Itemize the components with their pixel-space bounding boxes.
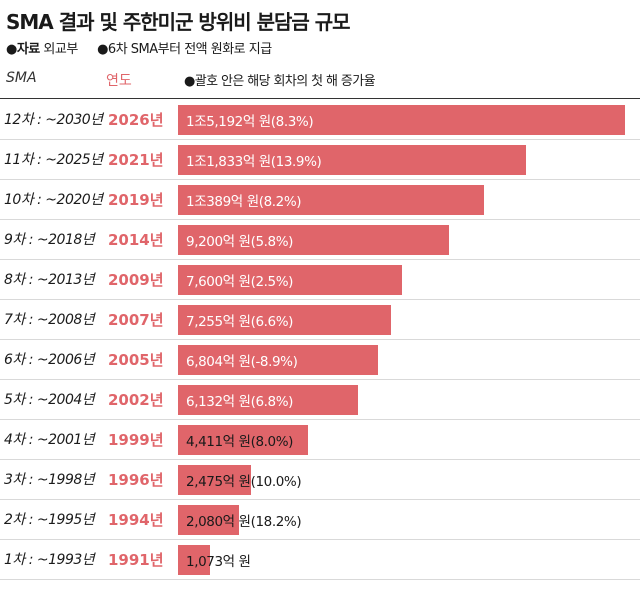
year-label: 1996년	[108, 471, 164, 489]
table-row: 10차 : ~2020년 2019년 1조389억 원(8.2%)	[0, 180, 640, 220]
table-row: 3차 : ~1998년 1996년 2,475억 원(10.0%)	[0, 460, 640, 500]
row-divider	[0, 379, 640, 380]
row-divider	[0, 579, 640, 580]
year-label: 2007년	[108, 311, 164, 329]
bar	[178, 265, 402, 295]
table-row: 6차 : ~2006년 2005년 6,804억 원(-8.9%)	[0, 340, 640, 380]
row-divider	[0, 339, 640, 340]
sma-round-label: 6차 : ~2006년	[4, 352, 95, 368]
row-divider	[0, 139, 640, 140]
sma-round-label: 11차 : ~2025년	[4, 152, 103, 168]
year-label: 2002년	[108, 391, 164, 409]
header-divider	[0, 98, 640, 99]
bar	[178, 145, 526, 175]
bar	[178, 185, 484, 215]
row-divider	[0, 259, 640, 260]
source-label: ●자료	[6, 42, 40, 57]
table-row: 12차 : ~2030년 2026년 1조5,192억 원(8.3%)	[0, 100, 640, 140]
source-value: 외교부	[43, 42, 78, 57]
header-note: ●괄호 안은 해당 회차의 첫 해 증가율	[184, 74, 376, 89]
bar-value-label: 6,804억 원(-8.9%)	[186, 354, 298, 370]
page-title: SMA 결과 및 주한미군 방위비 분담금 규모	[6, 10, 351, 34]
year-label: 1994년	[108, 511, 164, 529]
bar-value-label: 2,080억 원(18.2%)	[186, 514, 302, 530]
row-divider	[0, 539, 640, 540]
table-row: 5차 : ~2004년 2002년 6,132억 원(6.8%)	[0, 380, 640, 420]
row-divider	[0, 179, 640, 180]
sma-round-label: 8차 : ~2013년	[4, 272, 95, 288]
year-label: 1991년	[108, 551, 164, 569]
bar	[178, 105, 625, 135]
row-divider	[0, 299, 640, 300]
year-label: 1999년	[108, 431, 164, 449]
sma-round-label: 3차 : ~1998년	[4, 472, 95, 488]
year-label: 2009년	[108, 271, 164, 289]
table-row: 7차 : ~2008년 2007년 7,255억 원(6.6%)	[0, 300, 640, 340]
row-divider	[0, 419, 640, 420]
subtitle: ●자료 외교부 ●6차 SMA부터 전액 원화로 지급	[6, 38, 272, 57]
table-header: SMA 연도 ●괄호 안은 해당 회차의 첫 해 증가율	[0, 70, 640, 92]
bar-value-label: 2,475억 원(10.0%)	[186, 474, 302, 490]
sma-round-label: 1차 : ~1993년	[4, 552, 95, 568]
year-label: 2014년	[108, 231, 164, 249]
sma-round-label: 12차 : ~2030년	[4, 112, 103, 128]
bar	[178, 505, 239, 535]
sma-round-label: 10차 : ~2020년	[4, 192, 103, 208]
sma-round-label: 9차 : ~2018년	[4, 232, 95, 248]
bar-value-label: 1,073억 원	[186, 554, 251, 570]
row-divider	[0, 219, 640, 220]
bar	[178, 545, 210, 575]
row-divider	[0, 459, 640, 460]
year-label: 2019년	[108, 191, 164, 209]
bar	[178, 305, 391, 335]
payment-note: ●6차 SMA부터 전액 원화로 지급	[97, 42, 272, 57]
header-year: 연도	[106, 73, 132, 89]
table-row: 2차 : ~1995년 1994년 2,080억 원(18.2%)	[0, 500, 640, 540]
year-label: 2021년	[108, 151, 164, 169]
table-row: 4차 : ~2001년 1999년 4,411억 원(8.0%)	[0, 420, 640, 460]
table-row: 11차 : ~2025년 2021년 1조1,833억 원(13.9%)	[0, 140, 640, 180]
bar	[178, 425, 308, 455]
table-row: 8차 : ~2013년 2009년 7,600억 원(2.5%)	[0, 260, 640, 300]
sma-round-label: 5차 : ~2004년	[4, 392, 95, 408]
bar	[178, 385, 358, 415]
bar-value-label: 4,411억 원(8.0%)	[186, 434, 294, 450]
sma-round-label: 4차 : ~2001년	[4, 432, 95, 448]
year-label: 2005년	[108, 351, 164, 369]
row-divider	[0, 499, 640, 500]
table-row: 1차 : ~1993년 1991년 1,073억 원	[0, 540, 640, 580]
bar	[178, 465, 251, 495]
bar-value-label: 9,200억 원(5.8%)	[186, 234, 294, 250]
bar-value-label: 7,600억 원(2.5%)	[186, 274, 294, 290]
bar-value-label: 1조1,833억 원(13.9%)	[186, 154, 322, 170]
bar-value-label: 1조5,192억 원(8.3%)	[186, 114, 314, 130]
table-row: 9차 : ~2018년 2014년 9,200억 원(5.8%)	[0, 220, 640, 260]
bar	[178, 225, 449, 255]
bar-value-label: 1조389억 원(8.2%)	[186, 194, 302, 210]
sma-round-label: 7차 : ~2008년	[4, 312, 95, 328]
sma-round-label: 2차 : ~1995년	[4, 512, 95, 528]
bar-value-label: 7,255억 원(6.6%)	[186, 314, 294, 330]
bar	[178, 345, 378, 375]
bar-value-label: 6,132억 원(6.8%)	[186, 394, 294, 410]
year-label: 2026년	[108, 111, 164, 129]
header-sma: SMA	[6, 70, 37, 86]
